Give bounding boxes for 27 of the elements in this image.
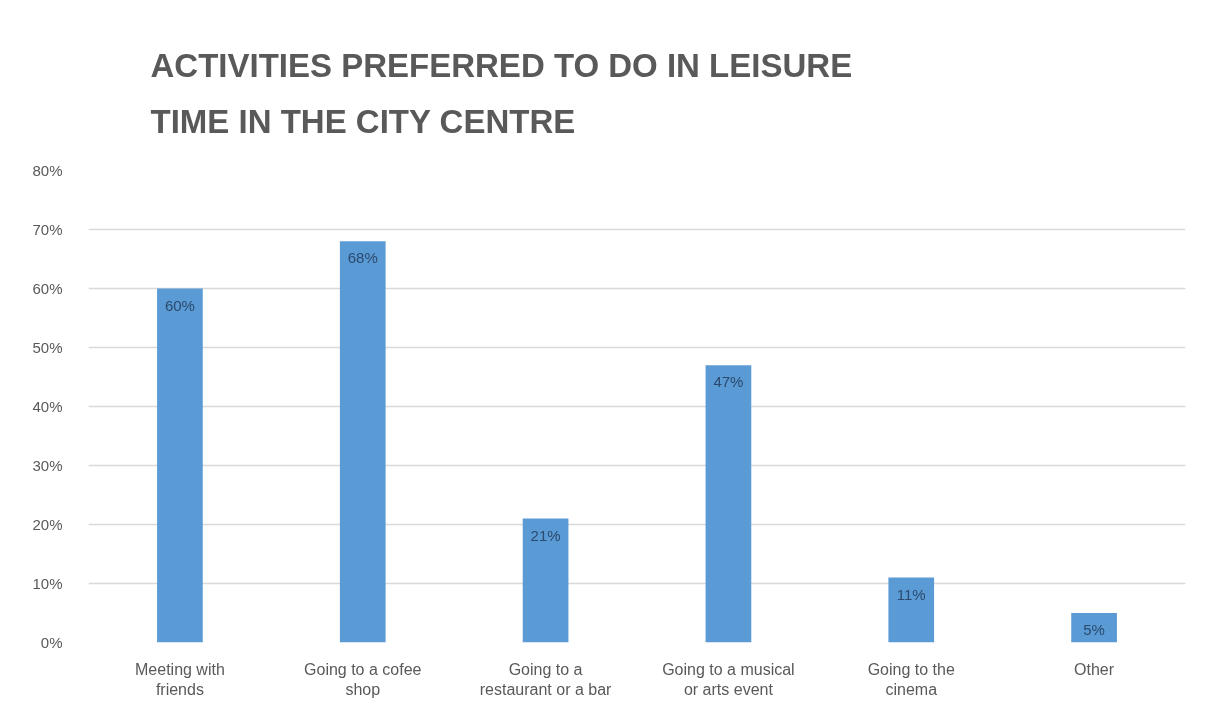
data-label: 11% <box>896 585 926 603</box>
data-label: 21% <box>530 526 561 544</box>
y-tick-label: 50% <box>32 339 63 356</box>
x-tick-label: Going to a cofee shop <box>304 660 422 698</box>
y-tick-label: 30% <box>32 457 63 474</box>
y-tick-label: 60% <box>32 280 63 297</box>
data-label: 60% <box>164 296 195 314</box>
y-tick-label: 20% <box>32 516 63 533</box>
x-tick-label: Going to a restaurant or a bar <box>479 660 613 698</box>
x-tick-label: Other <box>1074 660 1115 678</box>
bar <box>522 518 569 643</box>
data-label: 47% <box>713 373 744 391</box>
y-tick-label: 40% <box>32 398 63 415</box>
bar <box>339 241 386 643</box>
x-tick-label: Going to a musical or arts event <box>662 660 795 698</box>
data-label: 68% <box>347 249 378 267</box>
bar <box>705 365 752 643</box>
x-tick-label: Going to the cinema <box>867 660 955 698</box>
data-label: 5% <box>1083 621 1105 638</box>
chart-title: ACTIVITIES PREFERRED TO DO IN LEISURE TIME IN THE CITY CENTRE <box>150 47 853 140</box>
x-tick-label: Meeting with friends <box>135 660 225 698</box>
y-tick-label: 0% <box>40 634 63 651</box>
bar <box>888 577 935 643</box>
y-tick-label: 80% <box>32 162 63 179</box>
y-tick-label: 70% <box>32 221 63 238</box>
bar <box>157 288 203 643</box>
y-tick-label: 10% <box>32 575 63 592</box>
